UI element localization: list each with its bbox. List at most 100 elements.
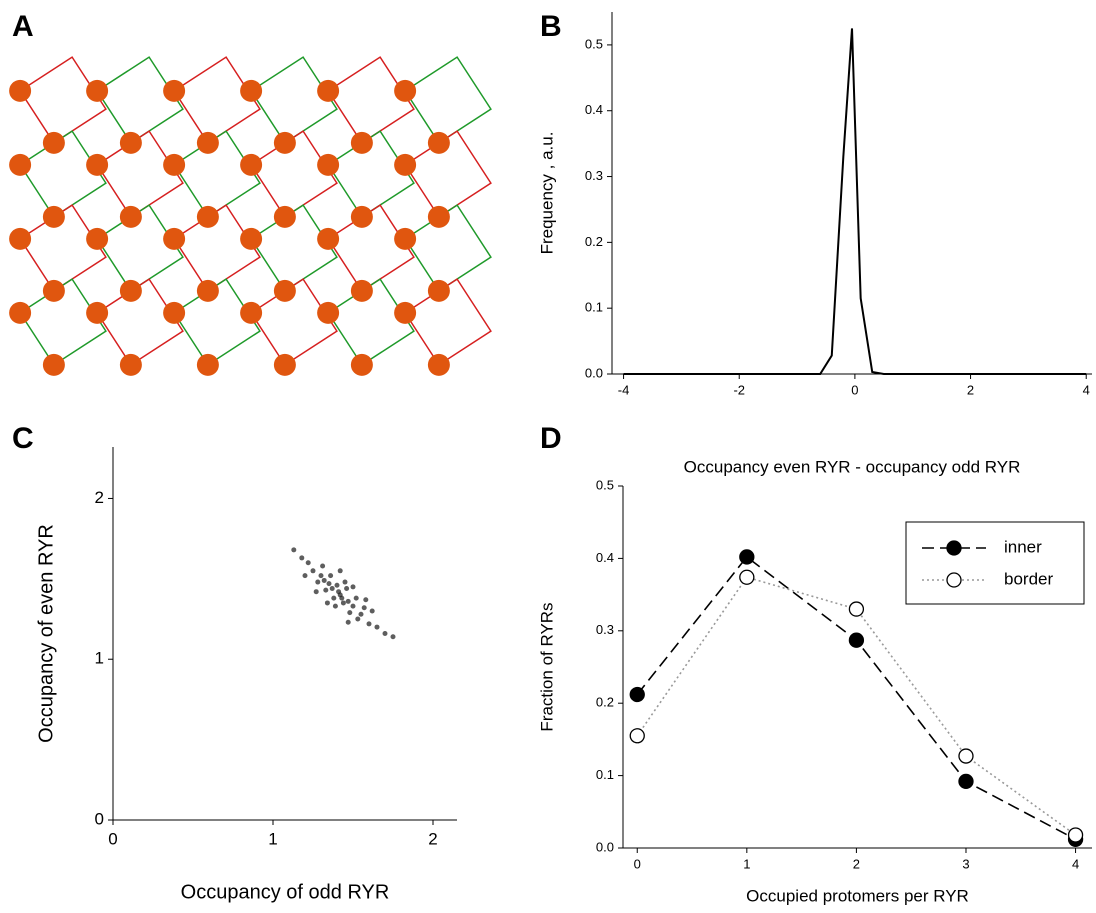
protomer-dot — [273, 279, 296, 302]
scatter-point — [305, 560, 311, 566]
x-axis-label: Occupancy even RYR - occupancy odd RYR — [684, 457, 1021, 476]
scatter-point — [329, 585, 335, 591]
scatter-point — [315, 579, 321, 585]
scatter-point — [363, 597, 369, 603]
lattice-square — [404, 56, 492, 144]
y-tick-label: 0.0 — [596, 839, 614, 854]
y-tick-label: 0.1 — [585, 300, 603, 315]
x-tick-label: 0 — [851, 383, 858, 398]
protomer-dot — [394, 227, 417, 250]
legend-label: border — [1004, 569, 1053, 588]
x-tick-label: 4 — [1072, 857, 1079, 872]
scatter-point — [299, 555, 305, 561]
data-marker — [629, 728, 645, 744]
protomer-dot — [9, 79, 32, 102]
x-axis-label: Occupied protomers per RYR — [746, 886, 969, 905]
x-tick-label: -2 — [733, 383, 745, 398]
protomer-dot — [317, 301, 340, 324]
scatter-point — [331, 595, 337, 601]
scatter-point — [310, 568, 316, 574]
panel-letter: A — [12, 10, 34, 43]
y-axis-label: Fraction of RYRs — [537, 602, 556, 731]
scatter-point — [369, 608, 375, 614]
scatter-point — [291, 547, 297, 553]
panel-letter: B — [540, 10, 562, 43]
scatter-point — [390, 634, 396, 640]
protomer-dot — [427, 131, 450, 154]
protomer-dot — [196, 279, 219, 302]
scatter-point — [382, 631, 388, 636]
protomer-dot — [240, 227, 263, 250]
protomer-dot — [119, 131, 142, 154]
data-marker — [848, 601, 865, 617]
series-line — [623, 28, 1087, 375]
protomer-dot — [196, 205, 219, 228]
x-tick-label: 2 — [853, 857, 860, 872]
x-tick-label: 0 — [634, 857, 641, 872]
scatter-point — [337, 568, 343, 574]
scatter-point — [355, 616, 361, 622]
y-tick-label: 0.4 — [585, 102, 603, 117]
scatter-point — [345, 598, 351, 604]
lattice-diagram — [9, 56, 492, 376]
protomer-dot — [196, 131, 219, 154]
lattice-square — [19, 56, 107, 144]
legend-label: inner — [1004, 537, 1042, 556]
data-marker — [739, 569, 755, 585]
scatter-point — [334, 582, 340, 588]
protomer-dot — [427, 279, 450, 302]
scatter-point — [350, 584, 356, 590]
protomer-dot — [240, 301, 263, 324]
legend-marker — [946, 572, 962, 588]
scatter-point — [353, 595, 359, 601]
protomer-dot — [119, 279, 142, 302]
protomer-dot — [42, 205, 65, 228]
panel-letter: C — [12, 422, 34, 455]
scatter-point — [347, 610, 353, 616]
scatter-point — [344, 585, 350, 591]
protomer-dot — [273, 205, 296, 228]
x-tick-label: 4 — [1083, 383, 1090, 398]
protomer-dot — [427, 353, 450, 376]
protomer-dot — [9, 153, 32, 176]
protomer-dot — [86, 79, 109, 102]
protomer-dot — [240, 153, 263, 176]
lattice-square — [327, 56, 415, 144]
protomer-dot — [273, 353, 296, 376]
y-tick-label: 0.4 — [596, 550, 614, 565]
protomer-dot — [163, 153, 186, 176]
protomer-dot — [427, 205, 450, 228]
protomer-dot — [394, 301, 417, 324]
protomer-dot — [119, 205, 142, 228]
y-tick-label: 0.0 — [585, 365, 603, 380]
data-marker — [629, 686, 645, 703]
y-tick-label: 0.1 — [596, 767, 614, 782]
scatter-point — [358, 611, 364, 617]
data-marker — [958, 748, 974, 764]
scatter-point — [342, 579, 348, 585]
data-marker — [739, 549, 755, 565]
scatter-point — [321, 577, 327, 583]
x-tick-label: -4 — [618, 383, 630, 398]
protomer-dot — [86, 227, 109, 250]
y-tick-label: 0.2 — [585, 234, 603, 249]
lattice-square — [96, 56, 184, 144]
protomer-dot — [317, 79, 340, 102]
y-tick-label: 0.3 — [585, 168, 603, 183]
y-axis-label: Frequency , a.u. — [537, 132, 556, 255]
protomer-dot — [86, 153, 109, 176]
data-marker — [1067, 827, 1084, 843]
scatter-point — [345, 619, 351, 625]
protomer-dot — [163, 79, 186, 102]
protomer-dot — [350, 131, 373, 154]
scatter-point — [339, 595, 345, 601]
y-axis-label: Occupancy of even RYR — [35, 524, 57, 743]
y-tick-label: 2 — [95, 488, 104, 507]
protomer-dot — [273, 131, 296, 154]
scatter-point — [361, 605, 367, 611]
panel-letter: D — [540, 422, 562, 455]
protomer-dot — [119, 353, 142, 376]
lattice-square — [173, 56, 261, 144]
